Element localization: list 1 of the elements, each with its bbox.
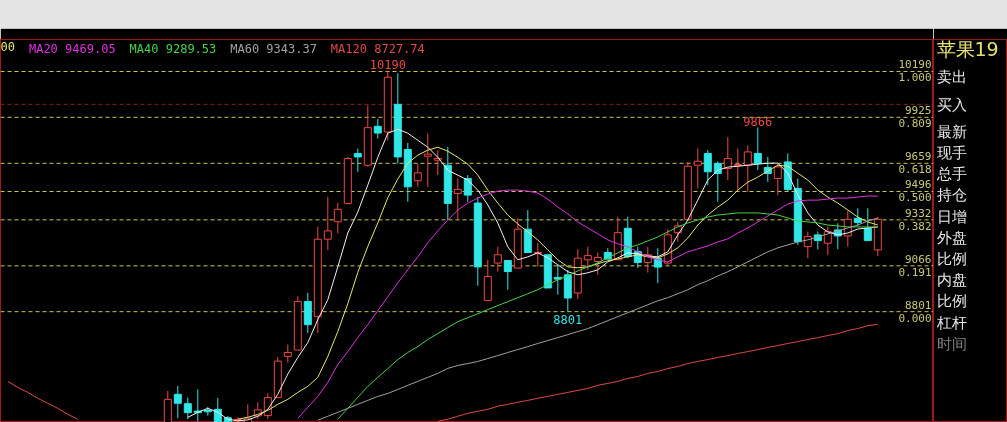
candlestick xyxy=(173,385,182,419)
